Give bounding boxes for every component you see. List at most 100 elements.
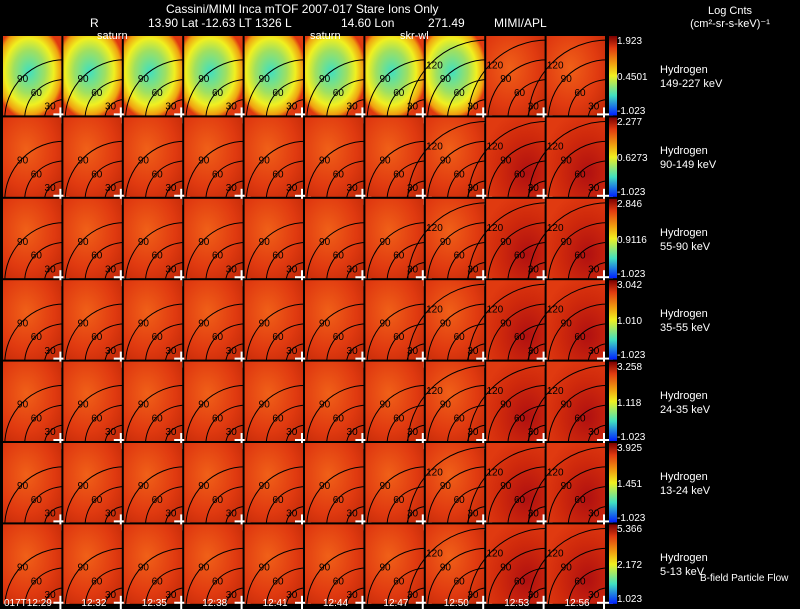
pitch-angle-contour	[587, 180, 608, 201]
pitch-angle-contour-label: 90	[379, 562, 391, 573]
heatmap-cell	[546, 524, 605, 604]
pitch-angle-contour	[446, 404, 488, 445]
pitch-angle-contour-label: 60	[152, 251, 164, 262]
pitch-angle-contour-label: 90	[500, 562, 512, 573]
pitch-angle-contour	[527, 587, 548, 608]
pitch-angle-contour	[427, 547, 488, 608]
colorbar-max-value: 2.846	[617, 198, 643, 210]
heatmap-cell	[3, 280, 62, 360]
pitch-angle-contour-label: 30	[528, 102, 540, 113]
time-tick-label: 12:44	[323, 598, 349, 609]
row-energy-label: 35-55 keV	[660, 322, 711, 335]
pitch-angle-contour	[84, 323, 125, 364]
pitch-angle-contour	[326, 404, 367, 445]
pitch-angle-contour-label: 60	[272, 251, 284, 262]
pitch-angle-contour-label: 90	[500, 74, 512, 85]
pitch-angle-contour	[507, 79, 548, 120]
colorbar-min-value: -1.023	[617, 513, 646, 524]
pitch-angle-contour-label: 60	[152, 332, 164, 343]
pitch-angle-contour	[366, 222, 427, 283]
pitch-angle-contour	[547, 222, 608, 283]
pitch-angle-contour	[4, 547, 65, 608]
pitch-angle-contour-label: 30	[105, 509, 117, 520]
pitch-angle-contour-label: 30	[105, 264, 117, 275]
pitch-angle-contour	[427, 59, 488, 120]
pitch-angle-contour-label: 90	[198, 155, 210, 166]
pitch-angle-contour-label: 120	[486, 142, 503, 153]
pitch-angle-contour	[285, 99, 306, 120]
pitch-angle-contour	[24, 567, 65, 608]
pitch-angle-contour-label: 60	[91, 169, 103, 180]
pitch-angle-contour-label: 90	[319, 481, 331, 492]
pitch-angle-contour-label: 60	[514, 332, 526, 343]
pitch-angle-contour-label: 60	[333, 251, 345, 262]
pitch-angle-contour-label: 30	[528, 590, 540, 601]
pitch-angle-contour	[406, 587, 427, 608]
pitch-angle-contour	[104, 180, 125, 201]
time-tick-label: 12:53	[504, 598, 530, 609]
time-tick-label: 12:50	[443, 598, 469, 609]
pitch-angle-contour-label: 30	[467, 509, 479, 520]
pitch-angle-contour	[144, 79, 186, 120]
pitch-angle-contour	[345, 261, 367, 283]
pitch-angle-contour	[487, 303, 548, 364]
colorbar-mid-value: 1.451	[617, 479, 643, 490]
pitch-angle-contour	[245, 466, 306, 527]
pitch-angle-contour	[43, 424, 65, 445]
pitch-angle-contour	[487, 466, 548, 527]
pitch-angle-contour	[205, 323, 246, 364]
pitch-angle-contour	[64, 384, 125, 445]
pitch-angle-contour-label: 30	[286, 427, 298, 438]
pitch-angle-contour	[164, 587, 186, 608]
pitch-angle-contour	[527, 424, 548, 445]
pitch-angle-contour-label: 120	[486, 305, 503, 316]
pitch-angle-contour-label: 60	[454, 576, 466, 587]
pitch-angle-contour	[144, 160, 186, 201]
pitch-angle-contour-label: 30	[226, 346, 238, 357]
pitch-angle-contour	[407, 39, 488, 120]
pitch-angle-contour-label: 90	[198, 400, 210, 411]
pitch-angle-contour	[43, 99, 65, 120]
pitch-angle-contour	[527, 527, 608, 608]
colorbar-mid-value: 2.172	[617, 560, 643, 572]
pitch-angle-contour	[43, 343, 65, 364]
heatmap-cell	[184, 443, 243, 523]
colorbar-max-value: 3.925	[617, 443, 643, 454]
pitch-angle-contour	[386, 567, 427, 608]
pitch-angle-contour	[446, 486, 488, 527]
pitch-angle-contour-label: 30	[528, 346, 540, 357]
pitch-angle-contour-label: 30	[467, 590, 479, 601]
pitch-angle-contour-label: 60	[31, 413, 43, 424]
pitch-angle-contour	[326, 323, 367, 364]
pitch-angle-contour	[386, 404, 427, 445]
pitch-angle-contour-label: 30	[407, 264, 419, 275]
pitch-angle-contour-label: 30	[528, 264, 540, 275]
pitch-angle-contour-label: 30	[528, 427, 540, 438]
heatmap-cell	[365, 36, 424, 116]
heatmap-cell	[365, 361, 424, 441]
pitch-angle-contour	[467, 283, 548, 364]
pitch-angle-contour-label: 90	[379, 400, 391, 411]
pitch-angle-contour-label: 30	[165, 427, 177, 438]
pitch-angle-contour	[205, 241, 246, 283]
pitch-angle-contour	[587, 587, 608, 608]
pitch-angle-contour	[406, 99, 427, 120]
pitch-angle-contour	[487, 140, 548, 201]
pitch-angle-contour	[466, 261, 488, 283]
colorbar-min-value: -1.023	[617, 187, 646, 199]
chart-title: Cassini/MIMI Inca mTOF 2007-017 Stare Io…	[166, 2, 439, 16]
pitch-angle-contour	[547, 547, 608, 608]
pitch-angle-contour-label: 120	[426, 60, 443, 71]
pitch-angle-contour-label: 90	[500, 237, 512, 248]
